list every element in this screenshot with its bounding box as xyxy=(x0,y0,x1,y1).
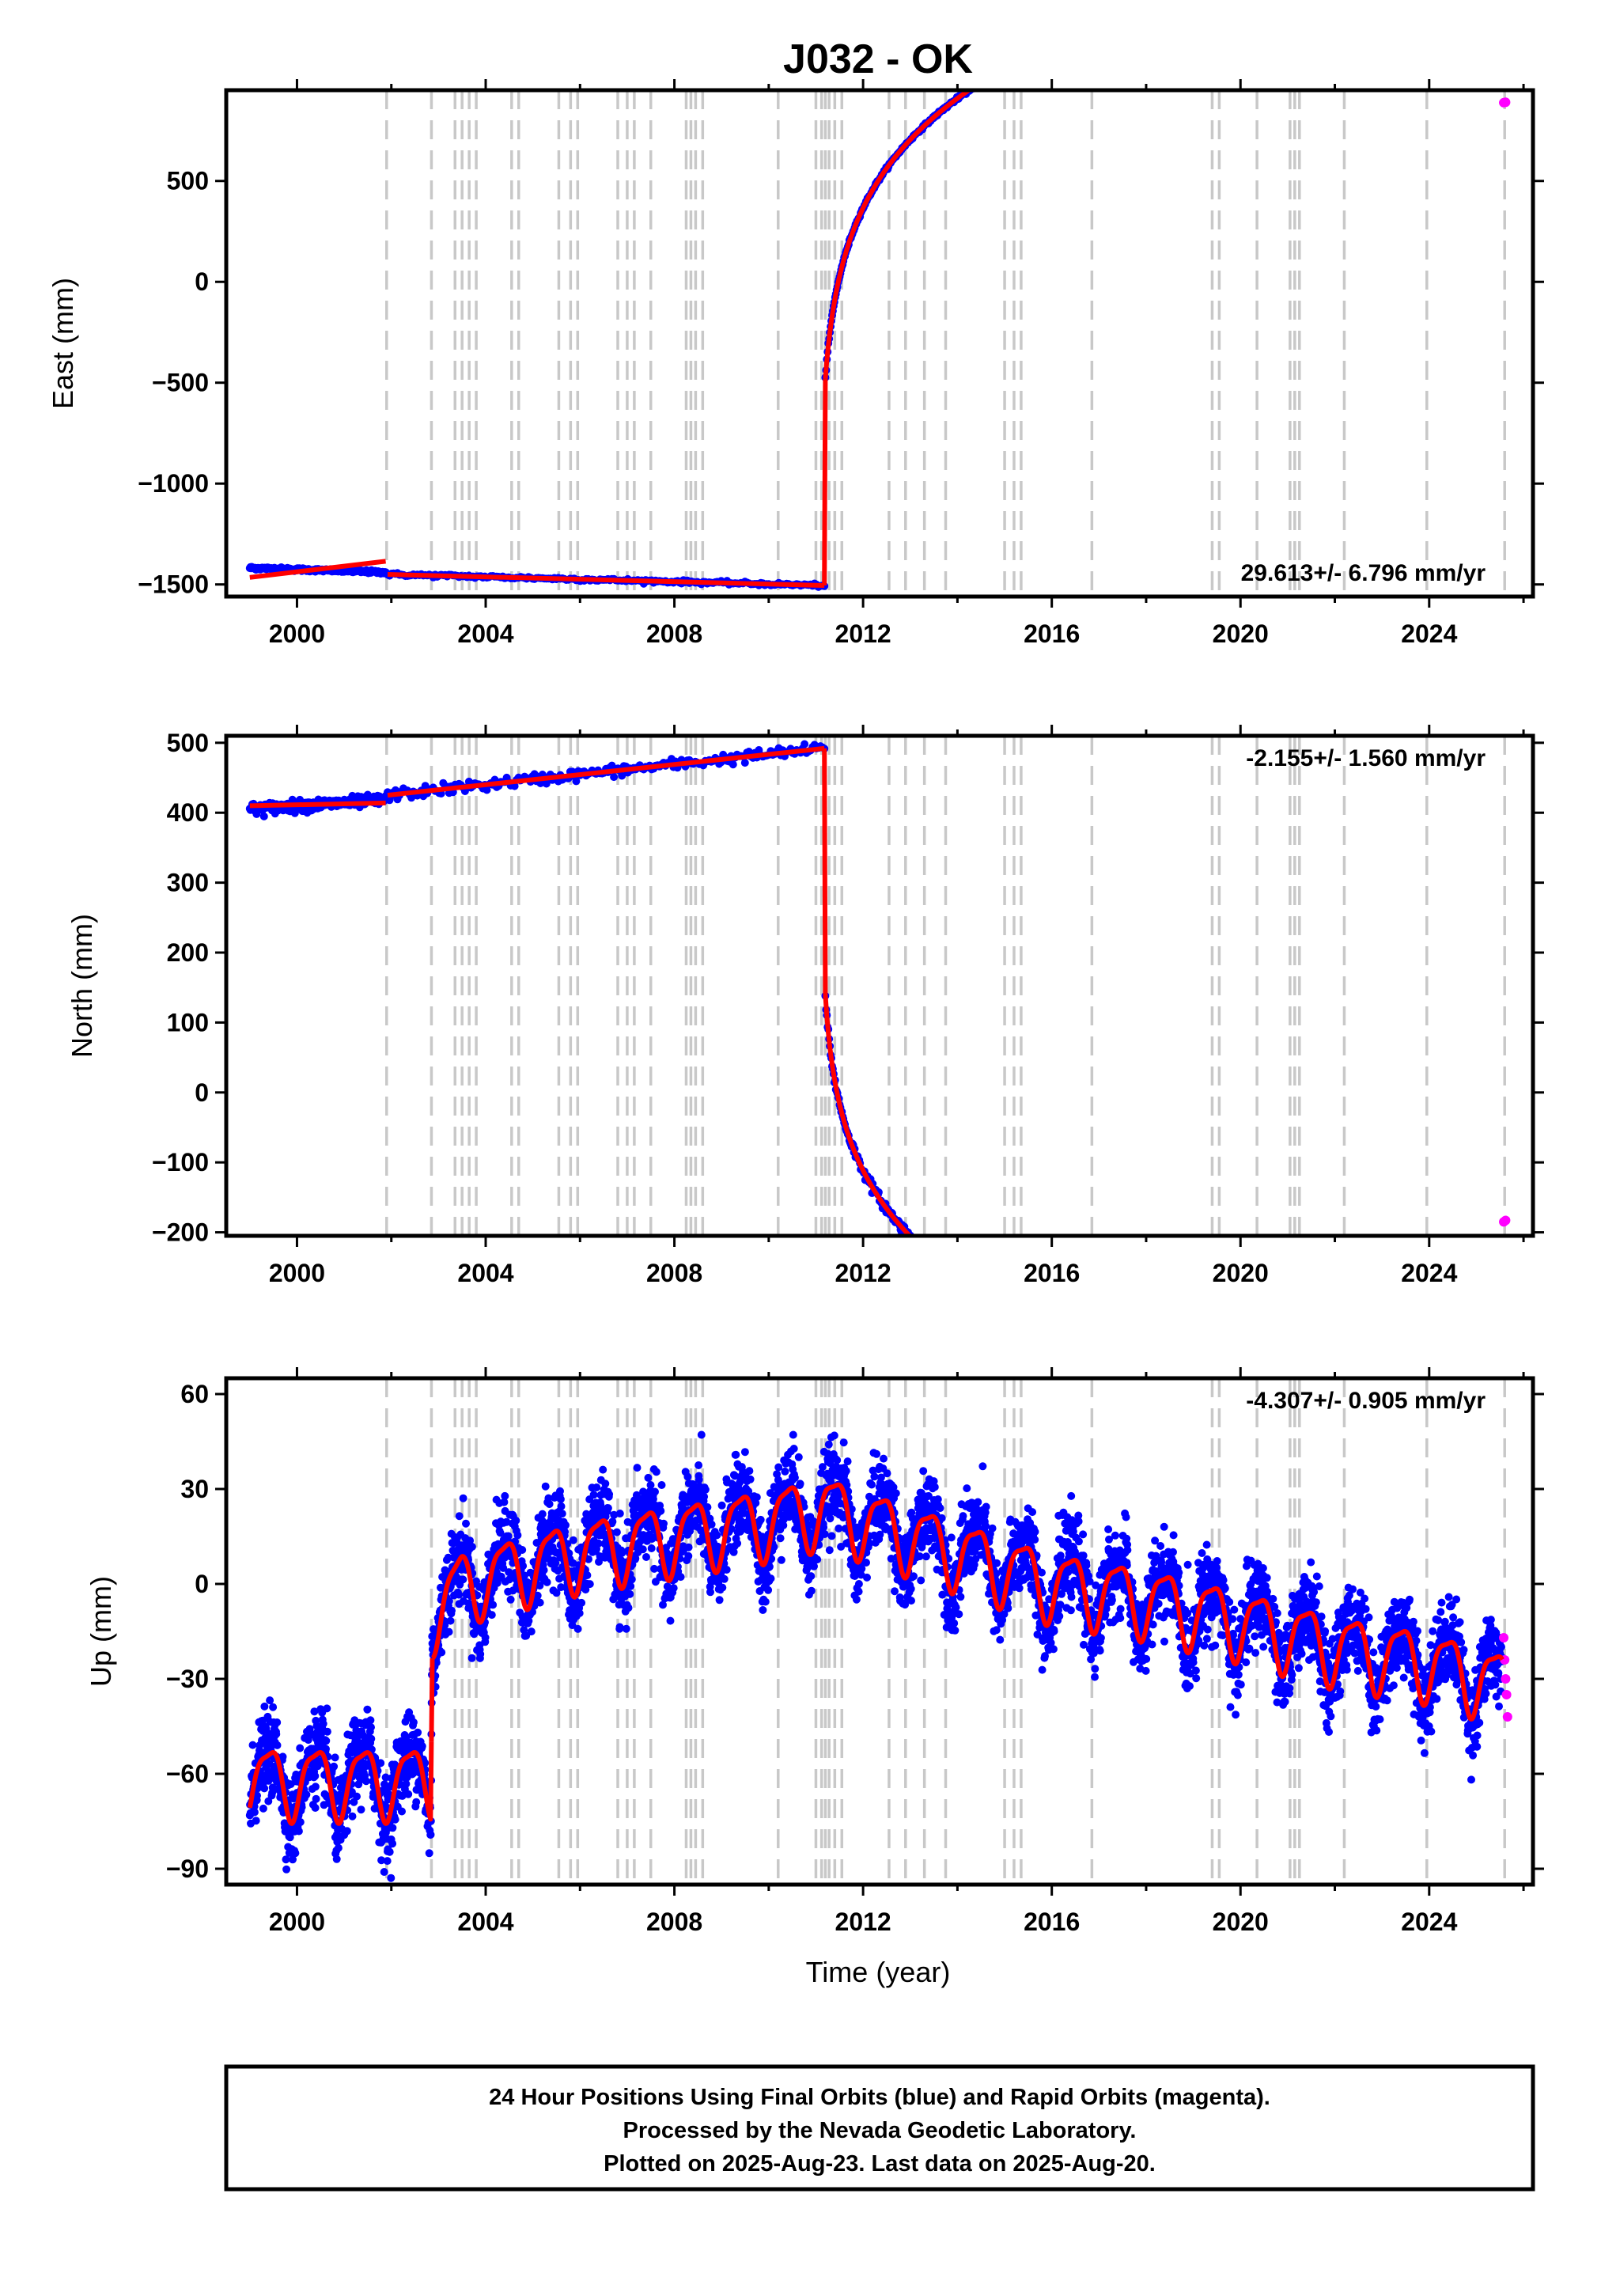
x-tick-label: 2024 xyxy=(1401,1259,1457,1287)
x-tick-label: 2016 xyxy=(1024,1259,1080,1287)
x-tick-label: 2000 xyxy=(269,619,325,648)
footer-box: 24 Hour Positions Using Final Orbits (bl… xyxy=(224,2064,1535,2192)
y-tick-label: 0 xyxy=(195,267,209,296)
rapid-orbit-point xyxy=(1501,1215,1511,1226)
x-tick-label: 2004 xyxy=(457,619,513,648)
y-tick-label: −1000 xyxy=(138,469,209,498)
y-tick-label: 60 xyxy=(180,1380,209,1408)
y-tick-label: −30 xyxy=(166,1665,209,1693)
y-tick-label: 500 xyxy=(167,167,209,195)
x-tick-label: 2004 xyxy=(457,1908,513,1936)
y-tick-label: 200 xyxy=(167,938,209,967)
y-tick-label: 0 xyxy=(195,1570,209,1598)
model-line xyxy=(823,994,914,1236)
y-tick-label: −60 xyxy=(166,1760,209,1788)
x-tick-label: 2012 xyxy=(835,1908,891,1936)
y-tick-label: −1500 xyxy=(138,570,209,599)
y-tick-label: −200 xyxy=(152,1218,209,1247)
x-tick-label: 2008 xyxy=(646,1908,702,1936)
y-axis-label: East (mm) xyxy=(47,278,79,409)
rapid-orbit-point xyxy=(1501,97,1511,108)
model-line xyxy=(822,748,828,995)
x-tick-label: 2008 xyxy=(646,619,702,648)
footer-line-2: Processed by the Nevada Geodetic Laborat… xyxy=(623,2118,1137,2143)
y-tick-label: 500 xyxy=(167,729,209,757)
x-tick-label: 2000 xyxy=(269,1259,325,1287)
model-line xyxy=(430,1482,1504,1722)
x-tick-label: 2024 xyxy=(1401,619,1457,648)
rate-label: -2.155+/- 1.560 mm/yr xyxy=(1246,745,1486,771)
x-tick-label: 2004 xyxy=(457,1259,513,1287)
footer-frame xyxy=(224,2064,1535,2192)
footer-line-3: Plotted on 2025-Aug-23. Last data on 202… xyxy=(604,2151,1156,2177)
x-tick-label: 2020 xyxy=(1213,619,1269,648)
rapid-orbit-point xyxy=(1499,1633,1509,1642)
axes-frame xyxy=(224,733,1535,1238)
rapid-orbit-point xyxy=(1502,1712,1512,1722)
x-tick-label: 2012 xyxy=(835,1259,891,1287)
x-tick-label: 2000 xyxy=(269,1908,325,1936)
x-tick-label: 2020 xyxy=(1213,1908,1269,1936)
model-line xyxy=(249,800,386,809)
plot-area xyxy=(245,736,1511,1236)
y-tick-label: 0 xyxy=(195,1078,209,1107)
y-tick-label: 100 xyxy=(167,1008,209,1036)
x-tick-label: 2016 xyxy=(1024,1908,1080,1936)
x-tick-label: 2016 xyxy=(1024,619,1080,648)
model-line xyxy=(249,559,386,580)
figure-title: J032 - OK xyxy=(783,36,973,82)
axes-frame xyxy=(224,88,1535,599)
y-tick-label: 30 xyxy=(180,1475,209,1503)
model-line xyxy=(823,90,974,379)
east-panel: 2000 2004 2008 2012 2016 2020 2024 −1500 −1000 −5… xyxy=(47,79,1544,648)
x-tick-label: 2008 xyxy=(646,1259,702,1287)
plot-area xyxy=(245,90,1511,597)
y-tick-label: −100 xyxy=(152,1148,209,1176)
y-tick-label: −500 xyxy=(152,369,209,397)
model-line xyxy=(387,745,825,798)
rapid-orbit-point xyxy=(1501,1674,1511,1684)
north-panel: 2000 2004 2008 2012 2016 2020 2024 −200 −100 0 100… xyxy=(66,725,1544,1287)
x-axis-label: Time (year) xyxy=(806,1956,951,1988)
footer-line-1: 24 Hour Positions Using Final Orbits (bl… xyxy=(489,2085,1270,2110)
y-tick-label: −90 xyxy=(166,1855,209,1883)
x-tick-label: 2020 xyxy=(1213,1259,1269,1287)
axes-frame xyxy=(224,1376,1535,1887)
model-line xyxy=(247,1741,434,1826)
up-panel: 2000 2004 2008 2012 2016 2020 2024 −90 −60 −30 0 30… xyxy=(85,1367,1544,1936)
x-tick-label: 2024 xyxy=(1401,1908,1457,1936)
y-axis-label: North (mm) xyxy=(66,914,98,1058)
model-line xyxy=(387,572,825,588)
y-axis-label: Up (mm) xyxy=(85,1576,117,1687)
y-tick-label: 400 xyxy=(167,798,209,827)
model-line xyxy=(822,378,828,586)
y-tick-label: 300 xyxy=(167,869,209,897)
rate-label: 29.613+/- 6.796 mm/yr xyxy=(1241,560,1486,586)
rapid-orbit-point xyxy=(1501,1690,1512,1699)
x-tick-label: 2012 xyxy=(835,619,891,648)
model-line xyxy=(429,1658,435,1742)
plot-area xyxy=(245,1378,1512,1885)
rate-label: -4.307+/- 0.905 mm/yr xyxy=(1246,1388,1486,1414)
